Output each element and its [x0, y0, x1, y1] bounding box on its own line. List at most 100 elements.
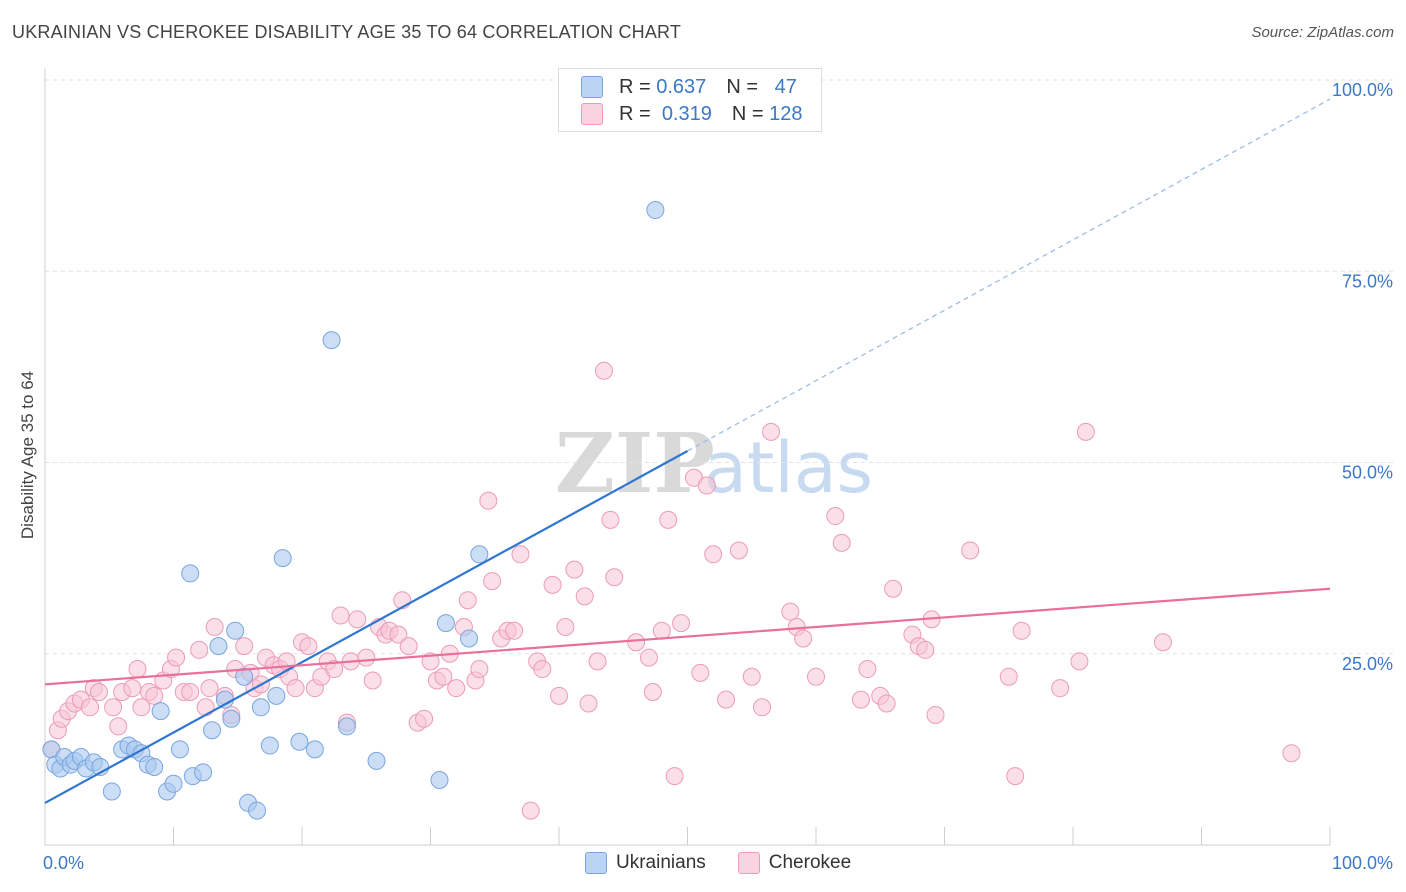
cherokee-point [521, 801, 540, 820]
grid [45, 79, 1393, 655]
ukrainians-point [164, 774, 183, 793]
cherokee-point [1070, 652, 1089, 671]
cherokee-point [363, 671, 382, 690]
cherokee-point [594, 361, 613, 380]
cherokee-point [399, 637, 418, 656]
ukrainians-point [181, 564, 200, 583]
cherokee-point [565, 560, 584, 579]
ukrainians-trendline [44, 450, 689, 804]
y-tick-labels: 25.0% 50.0% 75.0% 100.0% [1332, 80, 1393, 674]
cherokee-point [877, 694, 896, 713]
cherokee-point [588, 652, 607, 671]
ukrainians-point [251, 698, 270, 717]
y-tick-label: 100.0% [1332, 80, 1393, 100]
cherokee-point [389, 625, 408, 644]
legend-row-cherokee: R = 0.319 N = 128 [581, 101, 803, 127]
series-legend: Ukrainians Cherokee [585, 852, 883, 874]
cherokee-point [415, 709, 434, 728]
ukrainians-point [290, 732, 309, 751]
axes [44, 68, 1331, 846]
cherokee-point [357, 648, 376, 667]
cherokee-point [80, 698, 99, 717]
legend-r-label: R = [619, 75, 651, 98]
cherokee-point [348, 610, 367, 629]
x-tick-labels: 0.0% 100.0% [43, 853, 1393, 873]
cherokee-point [434, 667, 453, 686]
ukrainians-point [102, 782, 121, 801]
watermark-atlas: atlas [704, 427, 873, 509]
ukrainians-point [194, 763, 213, 782]
cherokee-point [421, 652, 440, 671]
cherokee-point [627, 633, 646, 652]
cherokee-point [1153, 633, 1172, 652]
ukrainians-swatch [581, 76, 603, 98]
cherokee-point [579, 694, 598, 713]
cherokee-point [556, 617, 575, 636]
cherokee-point [533, 660, 552, 679]
chart-title: UKRAINIAN VS CHEROKEE DISABILITY AGE 35 … [12, 22, 682, 42]
legend-item-ukrainians[interactable]: Ukrainians [585, 852, 706, 874]
x-tick-label: 0.0% [43, 853, 84, 873]
ukrainians-point [430, 770, 449, 789]
cherokee-point [505, 621, 524, 640]
cherokee-point [807, 667, 825, 686]
cherokee-point [190, 640, 209, 659]
cherokee-point [665, 767, 684, 786]
ukrainians-point [460, 629, 479, 648]
y-tick-label: 25.0% [1342, 654, 1393, 674]
legend-n-value: 47 [774, 75, 797, 98]
cherokee-point [325, 660, 344, 679]
cherokee-point [858, 660, 877, 679]
cherokee-point [128, 660, 147, 679]
cherokee-trendline [44, 587, 1331, 686]
ukrainians-point [203, 721, 222, 740]
source-label: Source: ZipAtlas.com [1251, 24, 1394, 41]
cherokee-point [729, 541, 748, 560]
y-tick-label: 75.0% [1342, 271, 1393, 291]
cherokee-swatch [737, 852, 760, 874]
cherokee-point [926, 705, 945, 724]
legend-r-label: R = [619, 102, 651, 125]
ukrainians-points [42, 201, 665, 820]
cherokee-point [781, 602, 800, 621]
y-axis-label: Disability Age 35 to 64 [18, 370, 37, 540]
ukrainians-point [436, 614, 455, 633]
cherokee-point [916, 640, 935, 659]
cherokee-point [1006, 767, 1025, 786]
y-tick-label: 50.0% [1342, 463, 1393, 483]
cherokee-point [196, 698, 215, 717]
cherokee-point [447, 679, 466, 698]
cherokee-point [235, 637, 254, 656]
legend-n-value: 128 [769, 102, 803, 125]
cherokee-point [331, 606, 350, 625]
cherokee-point [167, 648, 186, 667]
cherokee-point [832, 533, 851, 552]
legend-r-value: 0.319 [661, 102, 712, 125]
legend-item-cherokee[interactable]: Cherokee [737, 852, 851, 874]
cherokee-point [672, 614, 691, 633]
ukrainians-point [367, 751, 386, 770]
cherokee-point [704, 545, 723, 564]
cherokee-point [742, 667, 761, 686]
cherokee-point [123, 679, 142, 698]
cherokee-point [299, 637, 318, 656]
cherokee-point [145, 686, 164, 705]
cherokee-point [762, 422, 781, 441]
cherokee-point [205, 617, 224, 636]
ukrainians-point [170, 740, 189, 759]
cherokee-point [132, 698, 151, 717]
cherokee-point [200, 679, 219, 698]
cherokee-point [659, 510, 678, 529]
cherokee-point [697, 476, 716, 495]
cherokee-point [483, 572, 502, 591]
cherokee-point [1012, 621, 1031, 640]
watermark-zip: ZIP [555, 416, 715, 512]
trend-lines [44, 98, 1331, 804]
ukrainians-point [248, 801, 267, 820]
ukrainians-point [222, 709, 241, 728]
cherokee-point [104, 698, 123, 717]
ukrainians-point [145, 757, 164, 776]
cherokee-point [1051, 679, 1070, 698]
ukrainians-point [226, 621, 245, 640]
